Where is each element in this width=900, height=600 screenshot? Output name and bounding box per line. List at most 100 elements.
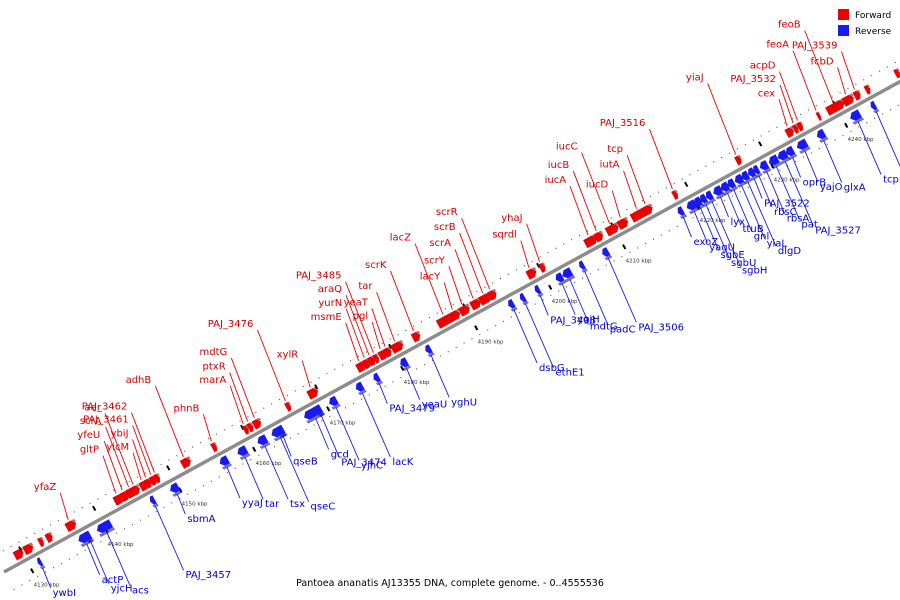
- reverse-gene-shadow: [696, 204, 706, 211]
- reverse-gene-arrow: [796, 138, 809, 150]
- forward-leader-line: [779, 84, 794, 124]
- reverse-gene-shadow: [679, 214, 688, 220]
- reverse-gene-label: yiaL: [767, 238, 788, 249]
- reverse-leader-line: [430, 355, 450, 398]
- reverse-leader-line: [282, 436, 292, 457]
- reverse-gene-label: mdtG: [590, 321, 618, 332]
- forward-gene-label: mdtG: [200, 347, 228, 358]
- reverse-gene-label: gcd: [331, 450, 349, 461]
- forward-gene-label: phnB: [174, 403, 200, 414]
- forward-gene-label: acpD: [750, 61, 776, 72]
- reverse-leader-line: [244, 457, 264, 500]
- reverse-gene-arrow: [720, 181, 731, 192]
- reverse-gene-label: yjhC: [361, 460, 383, 471]
- forward-gene-arrow: [44, 533, 53, 543]
- forward-leader-line: [132, 439, 146, 478]
- forward-leader-line: [102, 455, 117, 494]
- forward-gene-arrow: [435, 313, 455, 329]
- reverse-leader-line: [875, 111, 900, 168]
- reverse-gene-arrow: [870, 100, 878, 111]
- forward-leader-line: [389, 270, 414, 331]
- reverse-leader-line: [720, 196, 729, 218]
- scale-tick-upper: [536, 262, 541, 269]
- reverse-gene-label: PAJ_3522: [764, 199, 810, 210]
- forward-leader-line: [132, 452, 142, 480]
- reverse-leader-line: [561, 283, 576, 315]
- forward-gene-label: iucA: [545, 175, 567, 186]
- forward-leader-line: [132, 425, 152, 475]
- reverse-gene-shadow: [852, 117, 865, 125]
- reverse-gene-shadow: [743, 178, 753, 185]
- forward-gene-arrow: [784, 127, 794, 138]
- reverse-gene-label: sbmA: [187, 514, 215, 525]
- reverse-gene-arrow: [713, 185, 724, 196]
- forward-gene-arrow: [367, 356, 376, 367]
- scale-tick-label: 4190 kbp: [478, 339, 504, 345]
- reverse-gene-arrow: [85, 530, 93, 541]
- reverse-leader-line: [569, 279, 589, 322]
- reverse-gene-label: tar: [265, 499, 280, 510]
- forward-leader-line: [371, 308, 386, 347]
- legend-forward-swatch: [838, 9, 849, 20]
- reverse-gene-arrow: [277, 425, 285, 435]
- reverse-gene-label: yghU: [451, 397, 477, 408]
- reverse-gene-label: rbsC: [774, 207, 797, 218]
- reverse-leader-line: [335, 407, 360, 461]
- reverse-leader-line: [90, 541, 110, 584]
- reverse-gene-label: PAJ_3506: [638, 322, 684, 333]
- forward-gene-label: PAJ_3462: [82, 402, 128, 413]
- scale-tick-label: 4150 kbp: [182, 501, 208, 507]
- reverse-gene-arrow: [777, 149, 789, 161]
- forward-gene-arrow: [538, 263, 546, 273]
- forward-gene-arrow: [37, 537, 44, 547]
- reverse-gene-shadow: [873, 108, 880, 114]
- reverse-gene-arrow: [727, 178, 737, 189]
- forward-gene-arrow: [64, 520, 77, 532]
- forward-gene-label: iucC: [556, 142, 578, 153]
- scale-dots-upper: [13, 103, 900, 591]
- reverse-gene-label: oprB: [803, 177, 827, 188]
- reverse-leader-line: [155, 506, 184, 571]
- reverse-leader-line: [741, 185, 765, 239]
- scale-tick-label: 4200 kbp: [552, 299, 578, 305]
- reverse-gene-shadow: [279, 433, 287, 439]
- reverse-gene-shadow: [510, 306, 518, 312]
- reverse-leader-line: [747, 181, 777, 247]
- forward-gene-arrow: [458, 305, 470, 317]
- reverse-gene-arrow: [425, 344, 433, 354]
- scale-tick-label: 4230 kbp: [774, 177, 800, 183]
- reverse-gene-label: dlgD: [778, 246, 801, 257]
- reverse-gene-label: tcp: [883, 175, 899, 186]
- forward-gene-arrow: [841, 95, 854, 107]
- scale-tick-label: 4130 kbp: [34, 582, 60, 588]
- reverse-leader-line: [705, 204, 730, 259]
- forward-genes: [12, 68, 900, 561]
- forward-leader-line: [59, 492, 69, 520]
- forward-gene-label: scrA: [429, 238, 451, 249]
- reverse-gene-label: lacK: [392, 457, 413, 468]
- reverse-gene-arrow: [257, 434, 269, 446]
- forward-gene-label: PAJ_3476: [208, 319, 254, 330]
- reverse-gene-arrow: [759, 160, 770, 171]
- forward-gene-label: xylR: [277, 349, 299, 360]
- reverse-gene-shadow: [402, 365, 412, 371]
- scale-tick-lower: [326, 406, 331, 412]
- reverse-gene-arrow: [768, 154, 780, 166]
- scale-tick-lower: [252, 446, 257, 452]
- reverse-leader-line: [753, 178, 763, 199]
- reverse-leader-line: [584, 271, 609, 325]
- reverse-gene-label: PAJ_3527: [815, 226, 861, 237]
- reverse-gene-label: tsx: [290, 499, 305, 510]
- forward-leader-line: [778, 99, 788, 127]
- scale-tick-label: 4210 kbp: [626, 258, 652, 264]
- reverse-gene-label: PAJ_3479: [389, 404, 435, 415]
- scale-tick-upper: [684, 181, 689, 188]
- forward-gene-label: yeaT: [344, 297, 369, 308]
- forward-gene-arrow: [242, 425, 249, 435]
- scale-tick-upper: [92, 505, 97, 512]
- forward-gene-arrow: [361, 359, 371, 370]
- reverse-leader-line: [766, 171, 786, 214]
- reverse-gene-arrow: [237, 445, 249, 456]
- reverse-gene-label: lyx: [730, 217, 745, 228]
- forward-gene-arrow: [130, 485, 140, 496]
